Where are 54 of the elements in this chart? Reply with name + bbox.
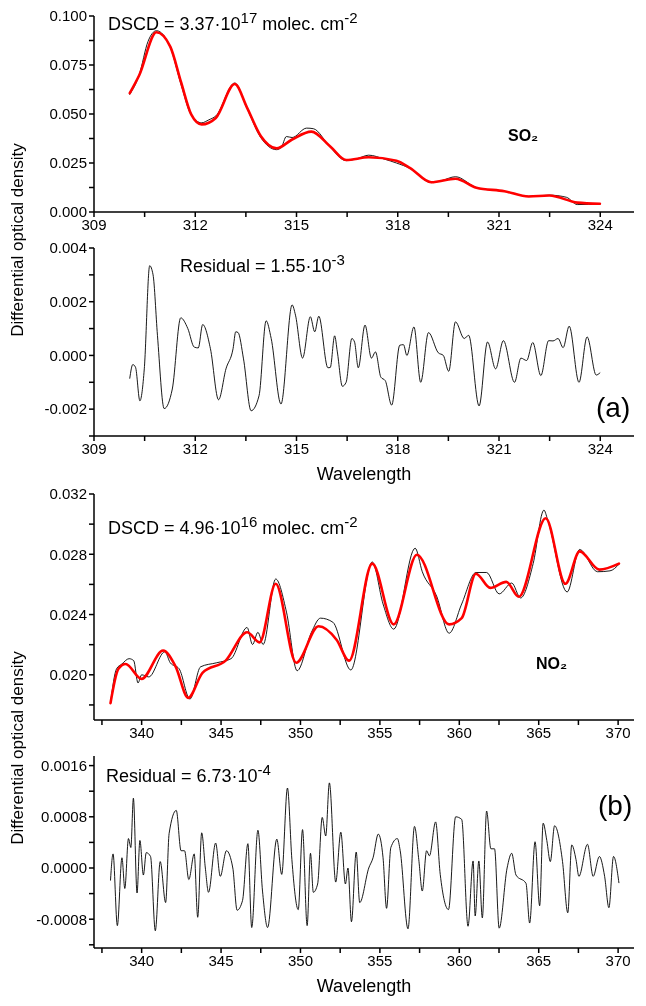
x-tick-label: 355 [367,723,393,741]
x-tick-label: 340 [129,951,155,969]
x-tick-label: 324 [587,439,613,457]
x-tick-label: 318 [385,439,411,457]
x-tick-label: 309 [81,439,107,457]
y-tick-label: 0.024 [49,605,87,623]
y-tick-label: 0.050 [49,105,87,123]
y-tick-label: 0.000 [49,203,87,221]
x-tick-label: 321 [486,215,512,233]
y-tick-label: 0.0008 [41,808,87,826]
annotation: (b) [598,789,633,823]
y-tick-label: -0.0008 [36,910,87,928]
annotation: (a) [596,391,631,425]
annotation: DSCD = 4.96·10$^{16}$ molec. cm$^{-2}$ [108,512,358,540]
y-axis-title: Differential optical density [8,651,28,845]
annotation: DSCD = 3.37·10$^{17}$ molec. cm$^{-2}$ [108,8,358,36]
y-tick-label: 0.000 [49,346,87,364]
x-tick-label: 360 [446,951,472,969]
y-tick-label: 0.075 [49,56,87,74]
annotation: Residual = 1.55·10$^{-3}$ [180,250,345,278]
x-tick-label: 321 [486,439,512,457]
x-tick-label: 340 [129,723,155,741]
y-tick-label: 0.020 [49,666,87,684]
x-tick-label: 345 [208,723,234,741]
x-tick-label: 370 [605,723,631,741]
x-axis-title: Wavelength [316,976,412,996]
annotation: NO₂ [536,654,568,674]
x-tick-label: 315 [283,439,310,457]
y-tick-label: -0.002 [44,400,87,418]
x-tick-label: 355 [367,951,393,969]
x-tick-label: 350 [287,723,313,741]
annotation: Residual = 6.73·10$^{-4}$ [106,760,271,788]
x-tick-label: 312 [182,439,208,457]
x-tick-label: 370 [605,951,631,969]
x-tick-label: 360 [446,723,472,741]
y-tick-label: 0.028 [49,545,87,563]
x-tick-label: 315 [283,215,310,233]
y-tick-label: 0.0016 [41,756,87,774]
y-tick-label: 0.004 [49,239,87,257]
x-tick-label: 365 [526,951,552,969]
x-tick-label: 350 [287,951,313,969]
x-tick-label: 365 [526,723,552,741]
y-tick-label: 0.032 [49,485,87,503]
x-axis-title: Wavelength [316,464,412,484]
y-axis-title: Differential optical density [8,143,28,337]
x-tick-label: 318 [385,215,411,233]
x-tick-label: 324 [587,215,613,233]
y-tick-label: 0.025 [49,154,87,172]
annotation: SO₂ [508,126,539,146]
y-tick-label: 0.0000 [41,859,87,877]
y-tick-label: 0.100 [49,7,87,25]
x-tick-label: 312 [182,215,208,233]
y-tick-label: 0.002 [49,293,87,311]
x-tick-label: 345 [208,951,234,969]
